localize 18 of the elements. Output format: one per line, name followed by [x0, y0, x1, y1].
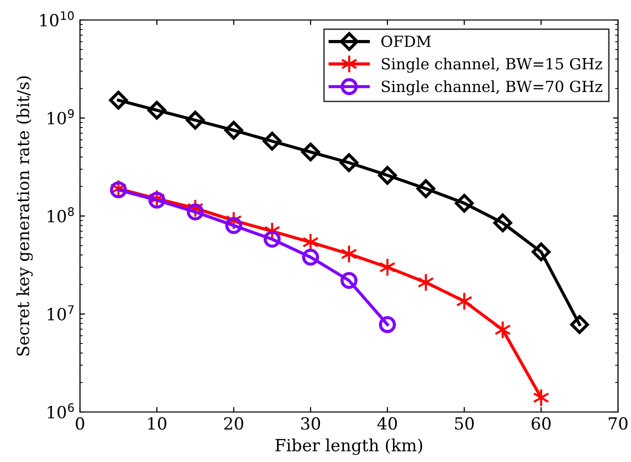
- legend-label: Single channel, BW=15 GHz: [382, 58, 602, 73]
- y-tick-label: 10$^{8}$: [48, 207, 74, 222]
- x-axis-title: Fiber length (km): [275, 438, 422, 455]
- x-tick-label: 70: [608, 417, 628, 430]
- y-tick-label: 10$^{9}$: [48, 109, 74, 124]
- y-tick-label: 10$^{7}$: [48, 305, 74, 320]
- x-tick-label: 20: [224, 417, 244, 430]
- y-tick-label: 10$^{10}$: [40, 11, 74, 26]
- legend-label: OFDM: [381, 36, 431, 48]
- y-tick-label: 10$^{6}$: [48, 403, 74, 418]
- x-tick-label: 60: [532, 417, 551, 430]
- x-tick-label: 0: [76, 417, 84, 430]
- y-axis-title: Secret key generation rate (bit/s): [16, 76, 33, 356]
- x-tick-label: 10: [148, 417, 166, 430]
- x-tick-label: 40: [377, 417, 397, 430]
- x-tick-label: 50: [455, 417, 474, 430]
- legend-label: Single channel, BW=70 GHz: [382, 80, 602, 96]
- x-tick-label: 30: [301, 417, 320, 430]
